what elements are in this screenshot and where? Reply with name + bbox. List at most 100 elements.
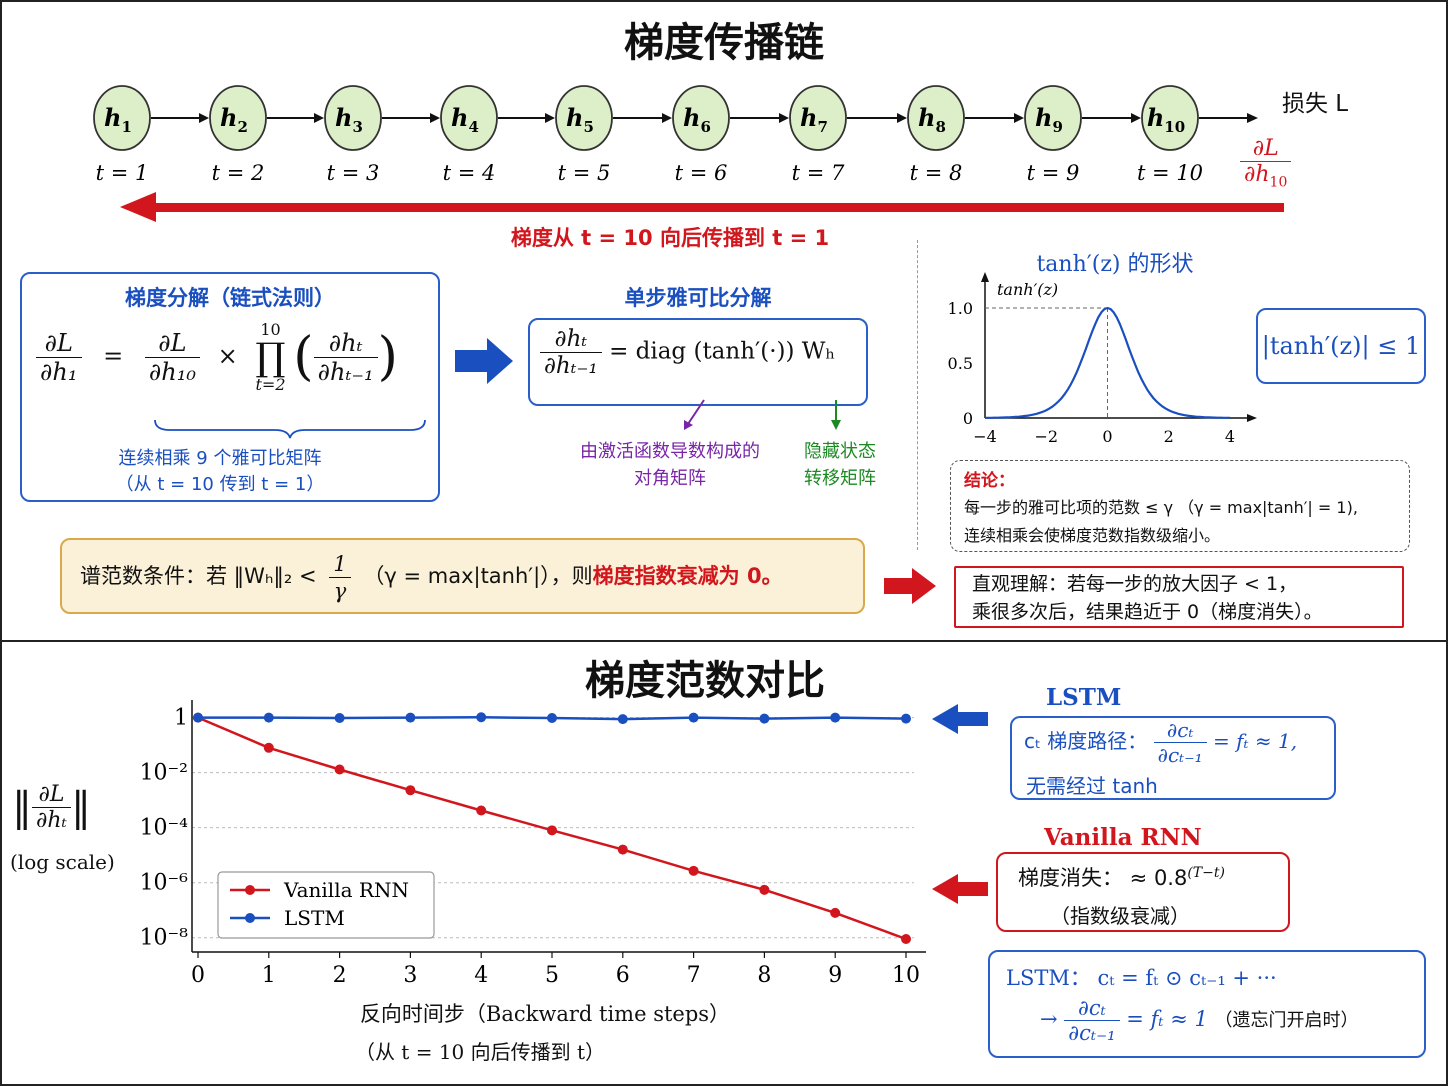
tanh-xtick: 0	[1102, 427, 1112, 446]
rnn-note-box	[996, 852, 1290, 932]
time-step-label: t = 2	[212, 161, 265, 185]
chain-rule-title: 梯度分解（链式法则）	[125, 286, 335, 310]
diag-note: 由激活函数导数构成的 对角矩阵	[580, 441, 760, 489]
data-point	[901, 933, 911, 944]
y-axis-label: ‖ ∂L ∂hₜ ‖	[12, 782, 91, 833]
x-tick-label: 0	[191, 963, 205, 988]
time-step-label: t = 10	[1137, 161, 1203, 185]
y-tick-label: 10⁻⁸	[140, 926, 189, 951]
hidden-state-node	[907, 85, 965, 151]
backprop-arrowhead	[120, 192, 156, 222]
rnn-note-2: （指数级衰减）	[1050, 904, 1190, 928]
time-step-label: t = 1	[96, 161, 149, 185]
lstm-eq-2: → ∂cₜ ∂cₜ₋₁ = fₜ ≈ 1 （遗忘门开启时）	[1040, 996, 1359, 1045]
time-step-label: t = 4	[443, 161, 496, 185]
chain-arrowhead	[430, 113, 440, 123]
loss-label: 损失 L	[1282, 91, 1349, 117]
lstm-note: cₜ 梯度路径： ∂cₜ ∂cₜ₋₁ = fₜ ≈ 1,	[1024, 718, 1298, 767]
data-point	[901, 713, 911, 724]
data-point	[476, 805, 487, 816]
lstm-label: LSTM	[1046, 684, 1122, 711]
legend-label: LSTM	[284, 906, 345, 930]
top-title: 梯度传播链	[624, 20, 824, 66]
brace	[154, 419, 426, 439]
data-point	[405, 785, 416, 796]
vertical-divider	[917, 240, 918, 550]
hidden-state-node	[440, 85, 498, 151]
tanh-xtick: 2	[1164, 427, 1174, 446]
intuition-text: 直观理解：若每一步的放大因子 < 1， 乘很多次后，结果趋近于 0（梯度消失）。	[972, 573, 1323, 623]
data-point	[830, 712, 841, 723]
chain-rule-box	[20, 272, 440, 502]
node-label: h2	[220, 103, 248, 136]
y-tick-label: 10⁻⁶	[140, 871, 189, 896]
jacobian-title: 单步雅可比分解	[624, 286, 772, 310]
backprop-caption: 梯度从 t = 10 向后传播到 t = 1	[510, 226, 830, 250]
rnn-label: Vanilla RNN	[1044, 824, 1202, 851]
node-label: h3	[335, 103, 363, 136]
hidden-state-node	[1141, 85, 1199, 151]
lstm-note-2: 无需经过 tanh	[1026, 774, 1158, 798]
data-point	[193, 712, 203, 723]
data-point	[688, 865, 699, 876]
x-tick-label: 2	[333, 963, 347, 988]
tanh-title: tanh′(z) 的形状	[1036, 252, 1194, 277]
y-tick-label: 1	[174, 706, 188, 731]
bottom-title: 梯度范数对比	[585, 658, 825, 704]
loss-arrowhead	[1247, 113, 1258, 123]
x-axis-label-2: （从 t = 10 向后传播到 t）	[354, 1040, 606, 1064]
data-point	[263, 712, 274, 723]
x-tick-label: 3	[403, 963, 417, 988]
time-step-label: t = 3	[327, 161, 380, 185]
data-point	[547, 712, 557, 723]
chain-arrowhead	[1131, 113, 1141, 123]
node-label: h7	[800, 103, 828, 136]
data-point	[547, 825, 557, 836]
jacobian-equation: ∂hₜ ∂hₜ₋₁ = diag (tanh′(·)) Wₕ	[540, 326, 835, 379]
tanh-curve	[984, 306, 1231, 419]
hidden-state-node	[789, 85, 847, 151]
chain-rule-equation: ∂L ∂h₁ = ∂L ∂h₁₀ × 10 ∏ t=2 (∂hₜ ∂hₜ₋₁)	[36, 320, 398, 394]
node-label: h8	[918, 103, 946, 136]
y-axis-scale: (log scale)	[10, 850, 115, 874]
tanh-xtick: 4	[1225, 427, 1235, 446]
gradient-norm-chart: 1 10⁻² 10⁻⁴ 10⁻⁶ 10⁻⁸0 1 2 3 4 5 6 7 8 9 10 Vanilla RNN…	[140, 700, 926, 988]
data-point	[334, 764, 345, 775]
y-tick-label: 10⁻²	[140, 761, 188, 786]
data-point	[830, 907, 841, 918]
hidden-state-node	[555, 85, 613, 151]
tanh-ylabel: tanh′(z)	[997, 280, 1058, 299]
x-tick-label: 5	[545, 963, 559, 988]
chain-rule-note: 连续相乘 9 个雅可比矩阵 （从 t = 10 传到 t = 1）	[115, 448, 325, 495]
x-tick-label: 6	[616, 963, 630, 988]
x-tick-label: 1	[262, 963, 276, 988]
hidden-state-node	[209, 85, 267, 151]
tanh-xtick: −4	[973, 427, 997, 446]
tanh-ytick: 1.0	[948, 299, 973, 318]
data-point	[759, 884, 770, 895]
node-label: h9	[1035, 103, 1063, 136]
red-arrow-right	[884, 568, 936, 604]
tanh-ytick: 0.5	[948, 354, 973, 373]
time-step-label: t = 8	[910, 161, 963, 185]
intuition-box	[954, 566, 1404, 628]
x-axis-label: 反向时间步（Backward time steps）	[359, 1002, 731, 1026]
chain-arrowhead	[199, 113, 209, 123]
lstm-eq-1: LSTM： cₜ = fₜ ⊙ cₜ₋₁ + ···	[1006, 966, 1277, 990]
blue-arrow-right	[455, 338, 513, 384]
legend-marker	[245, 913, 255, 923]
lstm-arrow	[932, 704, 988, 734]
legend-label: Vanilla RNN	[283, 878, 409, 902]
lstm-eq-box	[988, 950, 1426, 1058]
jacobian-box	[528, 318, 868, 406]
chain-arrowhead	[314, 113, 324, 123]
legend-box	[217, 871, 435, 939]
node-label: h6	[683, 103, 711, 136]
x-tick-label: 10	[892, 963, 920, 988]
hidden-state-node	[324, 85, 382, 151]
data-point	[617, 844, 628, 855]
chain-arrowhead	[1014, 113, 1024, 123]
data-point	[688, 712, 699, 723]
